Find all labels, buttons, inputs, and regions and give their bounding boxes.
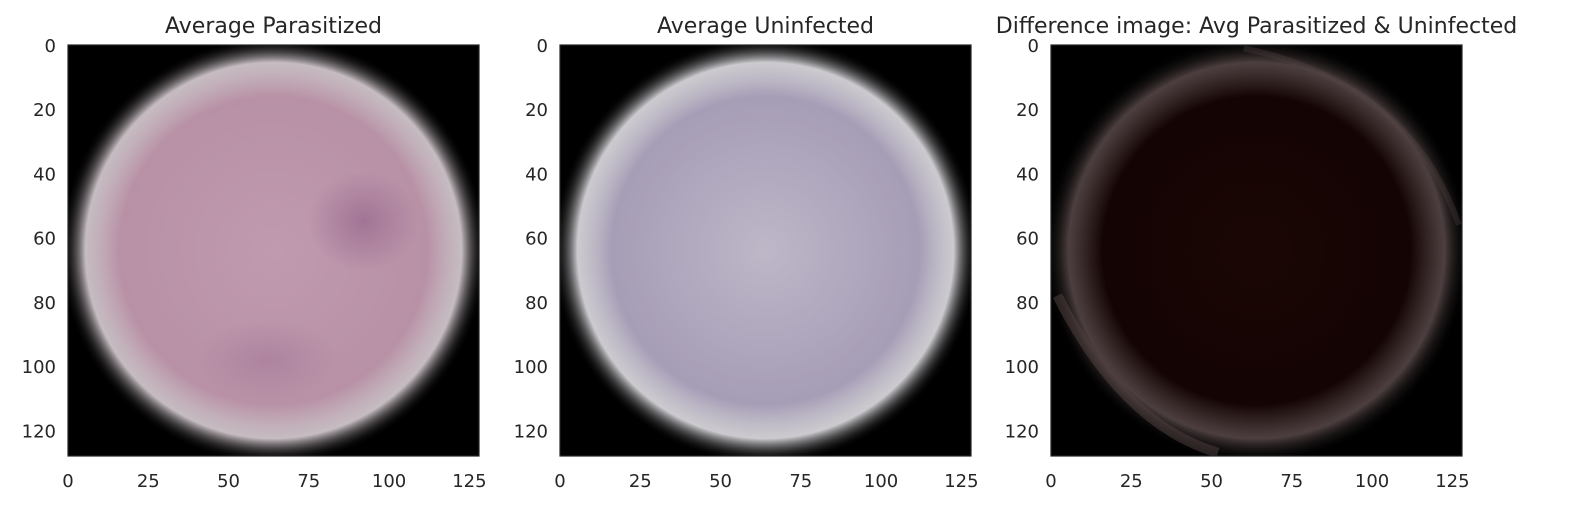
- y-tick-label: 80: [33, 293, 56, 314]
- y-tick-label: 60: [525, 229, 548, 250]
- x-tick-label: 125: [944, 471, 978, 492]
- x-tick-label: 50: [709, 471, 732, 492]
- image-area: [560, 45, 971, 456]
- x-tick-label: 0: [1045, 471, 1056, 492]
- panel-title: Average Parasitized: [165, 14, 382, 39]
- x-tick-label: 0: [62, 471, 73, 492]
- panel-parasitized: Average Parasitized 0 25 50 75 100 125 0 20 40 60 8…: [22, 14, 487, 492]
- rim-artifact: [1052, 293, 1220, 456]
- y-tick-label: 60: [33, 229, 56, 250]
- x-tick-label: 100: [864, 471, 898, 492]
- y-tick-label: 100: [22, 357, 56, 378]
- cell-disc: [560, 45, 971, 456]
- axes-frame: [67, 44, 480, 457]
- y-tick-label: 100: [1005, 357, 1039, 378]
- panel-difference: Difference image: Avg Parasitized & Unin…: [996, 14, 1517, 492]
- x-tick-label: 50: [217, 471, 240, 492]
- y-tick-label: 40: [525, 164, 548, 185]
- y-tick-label: 40: [33, 164, 56, 185]
- panel-title: Difference image: Avg Parasitized & Unin…: [996, 14, 1517, 39]
- y-tick-label: 120: [22, 421, 56, 442]
- x-tick-label: 75: [297, 471, 320, 492]
- y-tick-label: 100: [514, 357, 548, 378]
- y-tick-label: 0: [1028, 36, 1039, 57]
- x-tick-label: 75: [1280, 471, 1303, 492]
- y-tick-label: 40: [1016, 164, 1039, 185]
- y-tick-label: 0: [537, 36, 548, 57]
- y-tick-label: 20: [1016, 100, 1039, 121]
- y-tick-label: 80: [525, 293, 548, 314]
- y-tick-label: 20: [525, 100, 548, 121]
- axes-frame: [1050, 44, 1463, 457]
- y-tick-label: 60: [1016, 229, 1039, 250]
- x-tick-label: 25: [1120, 471, 1143, 492]
- y-tick-label: 120: [1005, 421, 1039, 442]
- x-tick-label: 25: [629, 471, 652, 492]
- stain-region: [197, 319, 338, 400]
- x-tick-label: 75: [789, 471, 812, 492]
- image-area: [1051, 45, 1462, 456]
- x-tick-label: 100: [372, 471, 406, 492]
- cell-disc: [1051, 45, 1462, 456]
- y-tick-label: 0: [45, 36, 56, 57]
- x-tick-label: 100: [1355, 471, 1389, 492]
- y-tick-label: 120: [514, 421, 548, 442]
- x-tick-label: 125: [452, 471, 486, 492]
- y-tick-label: 80: [1016, 293, 1039, 314]
- image-area: [68, 45, 479, 456]
- x-tick-label: 0: [554, 471, 565, 492]
- x-tick-label: 50: [1200, 471, 1223, 492]
- cell-disc: [68, 45, 479, 456]
- x-tick-label: 125: [1435, 471, 1469, 492]
- axes-frame: [559, 44, 972, 457]
- stain-region: [308, 171, 419, 272]
- panel-title: Average Uninfected: [657, 14, 874, 39]
- rim-artifact: [1243, 45, 1462, 226]
- panel-uninfected: Average Uninfected 0 25 50 75 100 125 0 20 40 60 80…: [514, 14, 979, 492]
- x-tick-label: 25: [137, 471, 160, 492]
- y-tick-label: 20: [33, 100, 56, 121]
